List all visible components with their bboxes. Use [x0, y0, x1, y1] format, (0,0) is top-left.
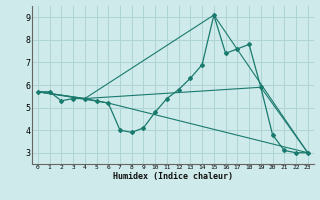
X-axis label: Humidex (Indice chaleur): Humidex (Indice chaleur): [113, 172, 233, 181]
